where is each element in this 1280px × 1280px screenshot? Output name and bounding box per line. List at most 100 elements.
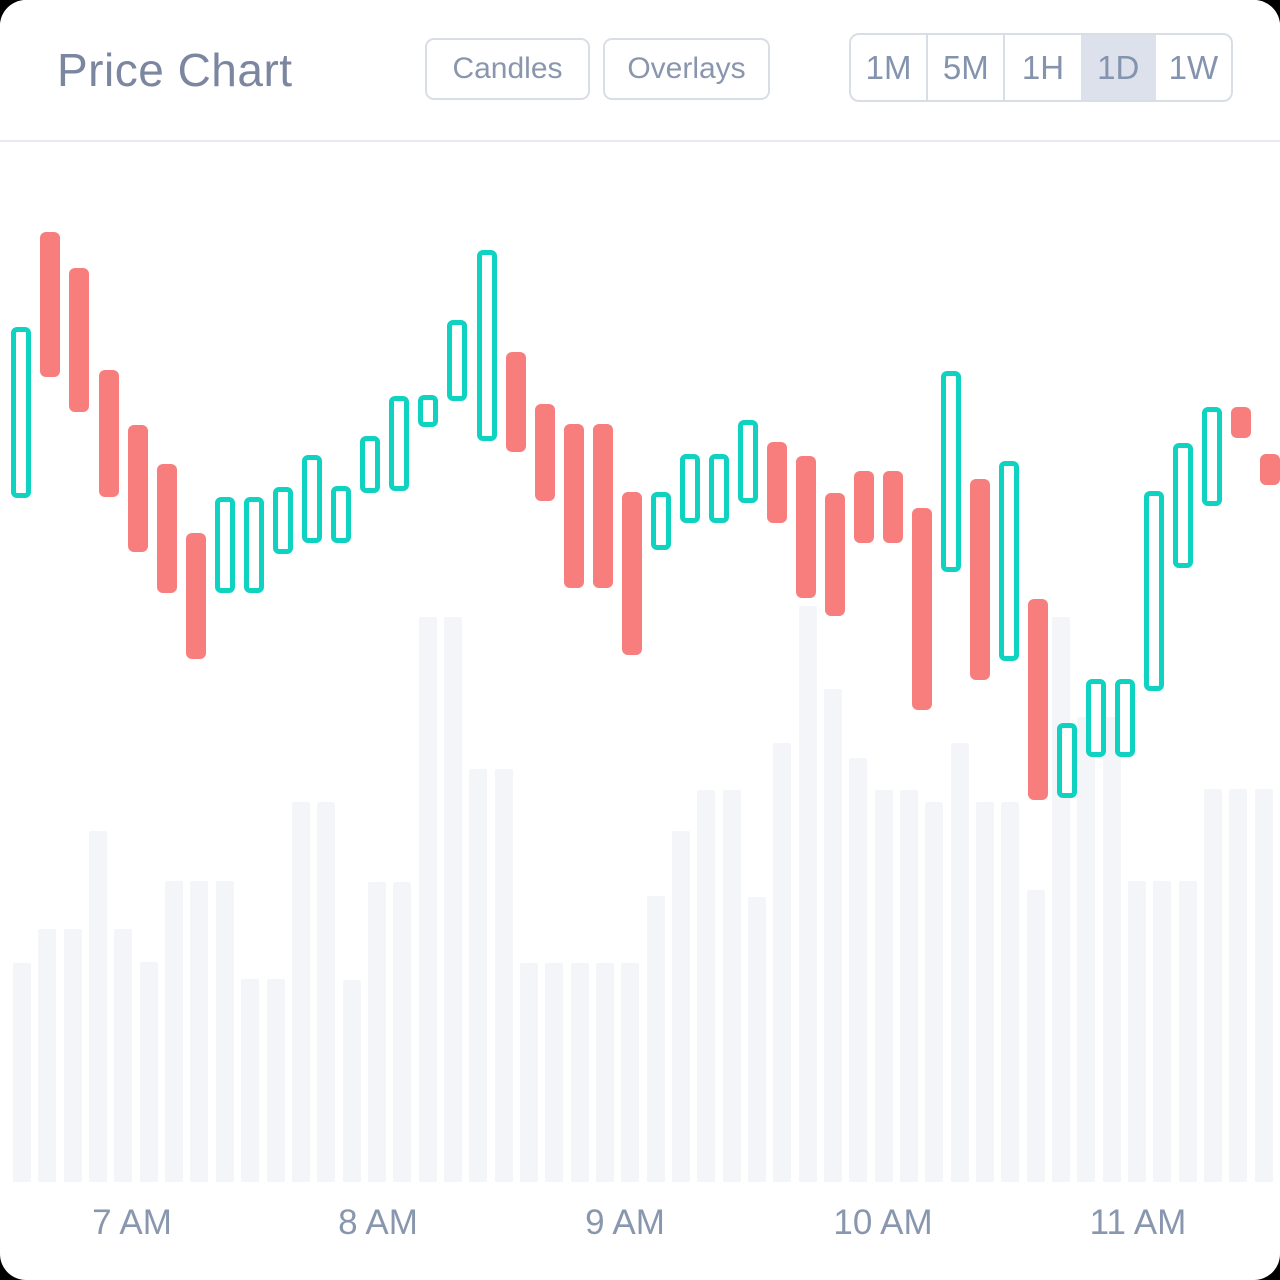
volume-bar — [799, 606, 817, 1182]
candle-down — [128, 425, 148, 552]
candle-up — [477, 250, 497, 441]
volume-bar — [13, 963, 31, 1182]
volume-bar — [38, 929, 56, 1182]
volume-bar — [165, 881, 183, 1182]
volume-bar — [1027, 890, 1045, 1182]
candle-down — [912, 508, 932, 710]
candle-up — [418, 395, 438, 427]
volume-bar — [469, 769, 487, 1182]
volume-bar — [267, 979, 285, 1182]
candle-up — [331, 486, 351, 543]
volume-bar — [773, 743, 791, 1182]
candle-up — [738, 420, 758, 503]
volume-bar — [596, 963, 614, 1182]
volume-bar — [1103, 717, 1121, 1182]
x-axis-label-8am: 8 AM — [338, 1203, 418, 1242]
candle-down — [593, 424, 613, 588]
timeframe-1d[interactable]: 1D — [1080, 35, 1156, 100]
candle-up — [1173, 443, 1193, 568]
candle-down — [564, 424, 584, 588]
candle-down — [1231, 407, 1251, 438]
volume-bar — [241, 979, 259, 1182]
volume-bar — [216, 881, 234, 1182]
volume-bar — [900, 790, 918, 1182]
candle-up — [1086, 679, 1106, 757]
candle-up — [999, 461, 1019, 661]
volume-bar — [697, 790, 715, 1182]
volume-bar — [1204, 789, 1222, 1182]
volume-bar — [545, 963, 563, 1182]
candle-down — [186, 533, 206, 659]
timeframe-5m[interactable]: 5M — [926, 35, 1003, 100]
candle-down — [767, 442, 787, 523]
candle-up — [941, 371, 961, 572]
candle-up — [680, 454, 700, 523]
volume-bar — [672, 831, 690, 1182]
volume-bar — [849, 758, 867, 1182]
volume-bar — [748, 897, 766, 1182]
volume-bar — [190, 881, 208, 1182]
candle-down — [1260, 454, 1280, 485]
candle-down — [1028, 599, 1048, 800]
candle-down — [796, 456, 816, 598]
candle-down — [157, 464, 177, 593]
volume-bar — [723, 790, 741, 1182]
volume-bar — [824, 689, 842, 1182]
volume-bar — [343, 980, 361, 1182]
volume-bar — [1153, 881, 1171, 1182]
volume-bar — [140, 962, 158, 1182]
volume-bar — [1077, 717, 1095, 1182]
volume-bar — [495, 769, 513, 1182]
candle-up — [651, 492, 671, 550]
candle-up — [709, 454, 729, 523]
volume-bar — [114, 929, 132, 1182]
volume-bar — [976, 802, 994, 1182]
candle-up — [1144, 491, 1164, 691]
timeframe-1w[interactable]: 1W — [1168, 48, 1219, 86]
candle-up — [302, 455, 322, 543]
volume-bar — [1128, 881, 1146, 1182]
x-axis-label-7am: 7 AM — [92, 1203, 172, 1242]
volume-bar — [571, 963, 589, 1182]
volume-bar — [875, 790, 893, 1182]
timeframe-1m[interactable]: 1M — [865, 48, 912, 86]
candle-down — [69, 268, 89, 412]
volume-bar — [368, 882, 386, 1182]
candle-down — [825, 493, 845, 616]
volume-bar — [1255, 789, 1273, 1182]
volume-bar — [925, 802, 943, 1182]
candle-up — [11, 327, 31, 498]
candle-down — [99, 370, 119, 497]
candle-up — [1202, 407, 1222, 506]
candle-up — [1057, 723, 1077, 798]
candle-up — [273, 487, 293, 554]
candle-down — [506, 352, 526, 452]
candle-down — [970, 479, 990, 680]
candle-up — [447, 320, 467, 401]
timeframe-1h[interactable]: 1H — [1003, 35, 1080, 100]
overlays-view-button[interactable]: Overlays — [603, 38, 770, 100]
volume-bar — [647, 896, 665, 1182]
timeframe-selector: 1M 5M 1H 1D 1W — [849, 33, 1233, 102]
volume-bar — [64, 929, 82, 1182]
volume-bar — [419, 617, 437, 1182]
x-axis-label-9am: 9 AM — [585, 1203, 665, 1242]
candle-down — [40, 232, 60, 377]
volume-bar — [393, 882, 411, 1182]
volume-bar — [292, 802, 310, 1182]
candles-view-button[interactable]: Candles — [425, 38, 590, 100]
candle-up — [389, 396, 409, 491]
volume-bar — [1052, 617, 1070, 1182]
candle-up — [215, 497, 235, 593]
candle-down — [535, 404, 555, 501]
candle-down — [883, 471, 903, 543]
header-divider — [0, 140, 1280, 142]
volume-bar — [951, 743, 969, 1182]
candle-up — [360, 436, 380, 493]
volume-bar — [520, 963, 538, 1182]
candle-up — [244, 497, 264, 593]
x-axis-label-11am: 11 AM — [1089, 1203, 1187, 1242]
volume-bar — [1001, 802, 1019, 1182]
candle-down — [622, 492, 642, 655]
